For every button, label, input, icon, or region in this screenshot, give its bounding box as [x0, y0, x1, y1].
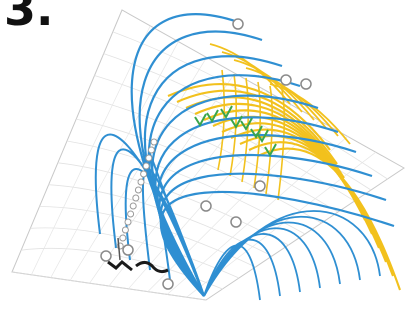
- circle-node-icon: [254, 180, 266, 192]
- grid-line: [31, 25, 151, 275]
- chain-circle: [137, 178, 145, 186]
- circle-node-icon: [162, 278, 174, 290]
- green-markers: [194, 105, 277, 157]
- circle-node-icon: [200, 200, 212, 212]
- dark-marker: [135, 261, 169, 274]
- tick-mark-icon: [250, 125, 263, 139]
- circle-node-icon: [300, 78, 312, 90]
- chain-circle: [127, 210, 135, 218]
- blue-field-line: [156, 133, 357, 297]
- grid-line: [85, 96, 339, 213]
- yellow-field-line: [269, 83, 351, 145]
- chain-circle: [147, 146, 155, 154]
- yellow-field-line: [265, 85, 274, 195]
- chain-circle: [124, 218, 132, 226]
- yellow-field-line: [277, 89, 286, 201]
- chain-circle: [150, 138, 158, 146]
- dark-markers: [107, 237, 169, 274]
- chain-circle: [140, 170, 148, 178]
- yellow-field-line: [167, 83, 331, 151]
- yellow-field-line: [229, 73, 238, 177]
- grid-line: [108, 88, 264, 287]
- panel-label: 3.: [4, 0, 54, 36]
- yellow-field-line: [257, 147, 401, 291]
- blue-field-line: [159, 172, 387, 297]
- chain-circle: [142, 162, 150, 170]
- tick-mark-icon: [240, 117, 253, 131]
- grid-line: [94, 75, 355, 202]
- tick-mark-icon: [264, 143, 277, 157]
- blue-field-line: [203, 210, 381, 297]
- frame-outline: [11, 9, 405, 301]
- blue-field-line: [148, 152, 205, 297]
- tick-mark-icon: [230, 115, 243, 129]
- chain-circle: [134, 186, 142, 194]
- tick-mark-icon: [256, 129, 269, 143]
- circle-node-icon: [280, 74, 292, 86]
- chain-circle: [145, 154, 153, 162]
- circle-node-icon: [230, 216, 242, 228]
- perspective-grid: [11, 9, 405, 301]
- tick-mark-icon: [206, 109, 219, 123]
- chain-circle: [121, 226, 129, 234]
- blue-field-lines: [94, 13, 395, 301]
- circle-node-icon: [100, 250, 112, 262]
- chain-circle: [129, 202, 137, 210]
- blue-field-line: [159, 190, 395, 297]
- blue-field-line: [158, 154, 373, 297]
- tick-mark-icon: [220, 105, 233, 119]
- blue-field-line: [94, 133, 205, 297]
- circle-node-icon: [122, 244, 134, 256]
- grid-line: [48, 184, 273, 257]
- tick-mark-icon: [194, 113, 207, 127]
- grid-line: [112, 31, 388, 180]
- blue-field-line: [141, 167, 205, 297]
- grid-line: [76, 118, 322, 224]
- chain-circle: [119, 234, 127, 242]
- dark-marker: [107, 259, 133, 272]
- dark-marker: [117, 237, 121, 261]
- chain-circle: [132, 194, 140, 202]
- circle-node-icon: [232, 18, 244, 30]
